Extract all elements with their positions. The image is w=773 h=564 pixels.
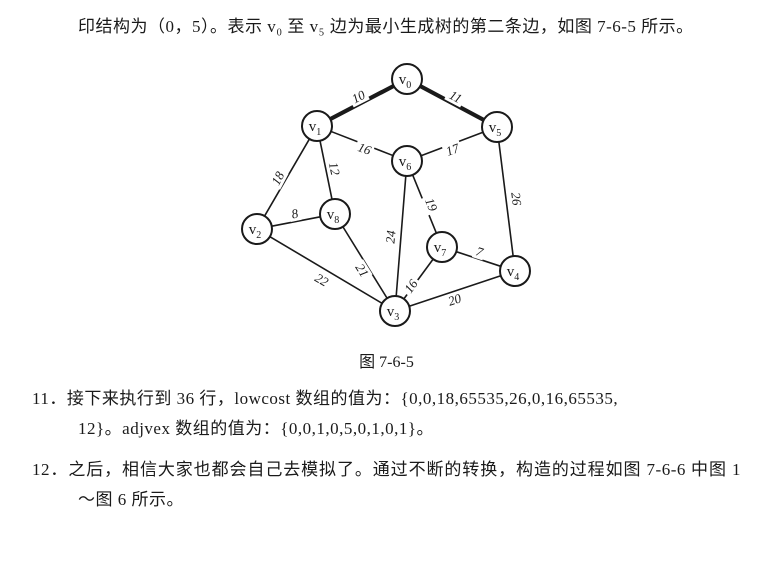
figure-caption: 图 7-6-5 bbox=[32, 348, 741, 372]
svg-text:22: 22 bbox=[312, 270, 331, 290]
edge-label-v6-v3: 24 bbox=[382, 227, 399, 246]
edge-label-v3-v4: 20 bbox=[443, 289, 465, 309]
item-12-num: 12． bbox=[32, 460, 68, 479]
svg-text:24: 24 bbox=[382, 229, 398, 244]
item-12: 12．之后，相信大家也都会自己去模拟了。通过不断的转换，构造的过程如图 7-6-… bbox=[32, 455, 741, 516]
svg-text:26: 26 bbox=[508, 191, 525, 206]
svg-text:21: 21 bbox=[352, 260, 372, 279]
edge-label-v5-v4: 26 bbox=[507, 189, 524, 209]
figure-7-6-5: 1011161718128261924222116720v0v1v5v6v2v8… bbox=[32, 49, 741, 372]
edge-label-v0-v1: 10 bbox=[346, 85, 369, 107]
item-11-line2: 12}。adjvex 数组的值为：{0,0,1,0,5,0,1,0,1}。 bbox=[32, 414, 741, 445]
edge-label-v2-v8: 8 bbox=[287, 205, 301, 222]
item-11-text-a: 接下来执行到 36 行，lowcost 数组的值为：{0,0,18,65535,… bbox=[67, 389, 618, 408]
edge-label-v8-v3: 21 bbox=[351, 258, 373, 281]
edge-label-v5-v6: 17 bbox=[441, 139, 463, 159]
edge-label-v1-v2: 18 bbox=[266, 166, 288, 189]
edge-label-v6-v7: 19 bbox=[421, 193, 442, 215]
intro-para: 印结构为（0，5）。表示 v₀ 至 v₅ 边为最小生成树的第二条边，如图 7-6… bbox=[32, 12, 741, 43]
item-11-line1: 11．接下来执行到 36 行，lowcost 数组的值为：{0,0,18,655… bbox=[32, 384, 741, 415]
graph-svg: 1011161718128261924222116720v0v1v5v6v2v8… bbox=[197, 49, 577, 339]
edge-label-v0-v5: 11 bbox=[444, 85, 467, 107]
item-11-num: 11． bbox=[32, 389, 67, 408]
item-12-text: 之后，相信大家也都会自己去模拟了。通过不断的转换，构造的过程如图 7-6-6 中… bbox=[68, 460, 741, 510]
